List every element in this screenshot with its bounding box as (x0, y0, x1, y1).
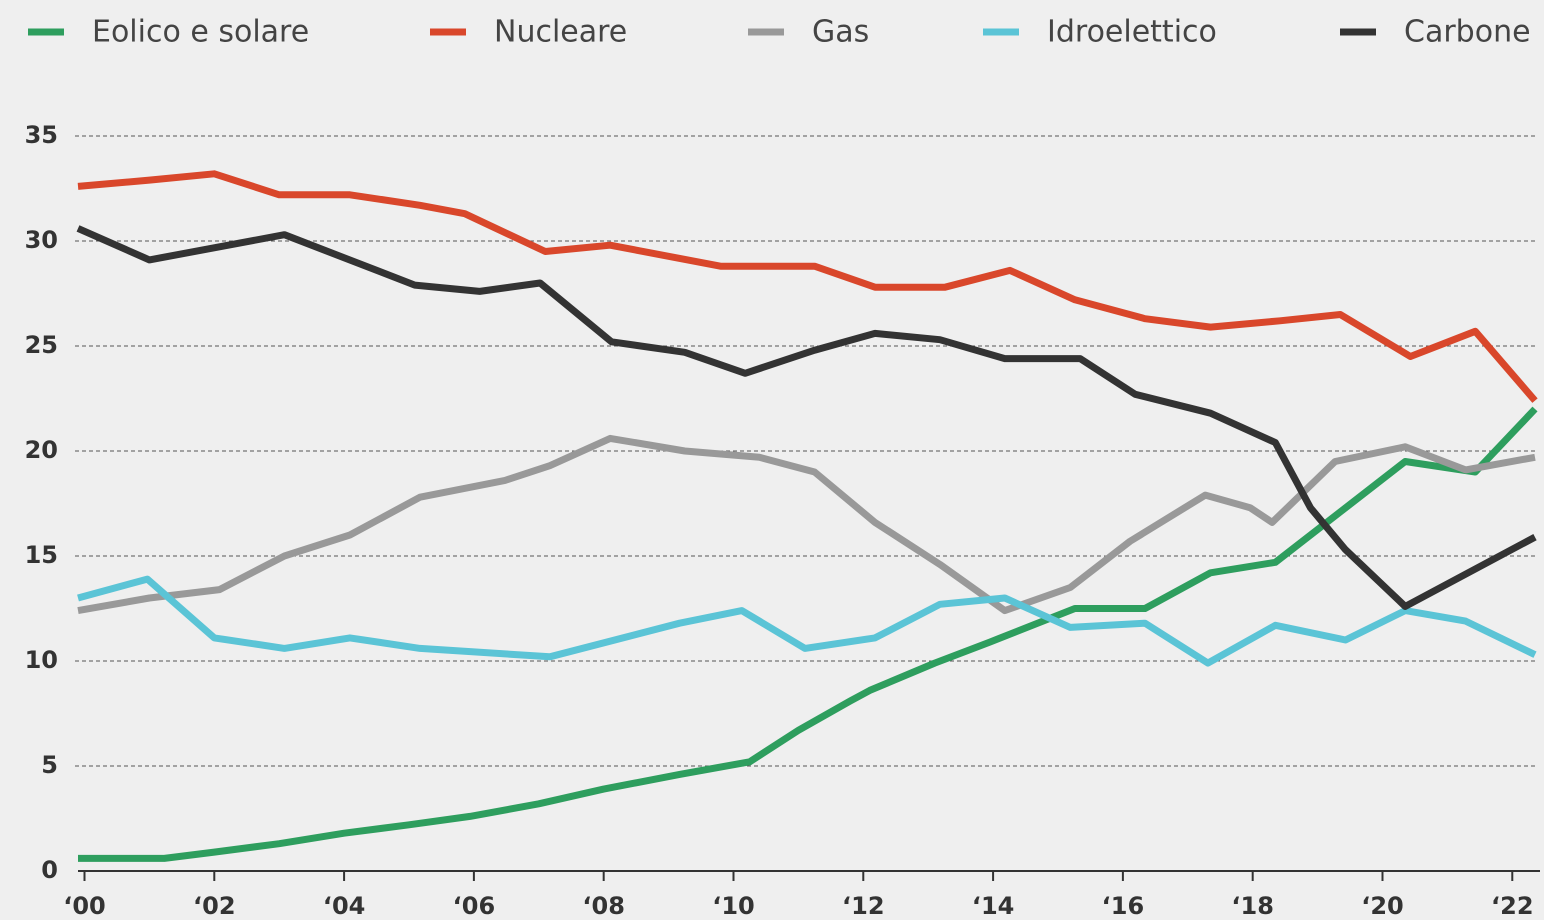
y-tick-label: 20 (25, 436, 58, 464)
x-tick-label: ‘22 (1491, 892, 1534, 920)
y-tick-label: 10 (25, 646, 58, 674)
y-tick-label: 15 (25, 541, 58, 569)
legend-label: Nucleare (494, 15, 627, 50)
y-tick-label: 35 (25, 121, 58, 149)
x-tick-label: ‘04 (323, 892, 366, 920)
x-tick-label: ‘12 (842, 892, 885, 920)
series-line (78, 406, 1538, 862)
legend-label: Carbone (1404, 15, 1531, 50)
x-tick-label: ‘00 (63, 892, 106, 920)
legend-label: Idroelettico (1047, 15, 1217, 50)
x-tick-label: ‘20 (1361, 892, 1404, 920)
y-tick-label: 0 (41, 856, 58, 884)
series-line (77, 575, 1537, 667)
x-tick-label: ‘06 (453, 892, 496, 920)
x-tick-label: ‘10 (712, 892, 755, 920)
series-line (77, 434, 1536, 615)
y-tick-label: 25 (25, 331, 58, 359)
x-tick-label: ‘18 (1231, 892, 1274, 920)
x-tick-label: ‘08 (582, 892, 625, 920)
y-tick-label: 30 (25, 226, 58, 254)
x-tick-label: ‘16 (1102, 892, 1145, 920)
y-tick-label: 5 (41, 751, 58, 779)
x-tick-label: ‘02 (193, 892, 236, 920)
x-tick-label: ‘14 (972, 892, 1015, 920)
series-line (77, 170, 1538, 403)
legend-label: Gas (812, 15, 869, 50)
legend-label: Eolico e solare (92, 15, 309, 50)
series-line (76, 225, 1537, 610)
